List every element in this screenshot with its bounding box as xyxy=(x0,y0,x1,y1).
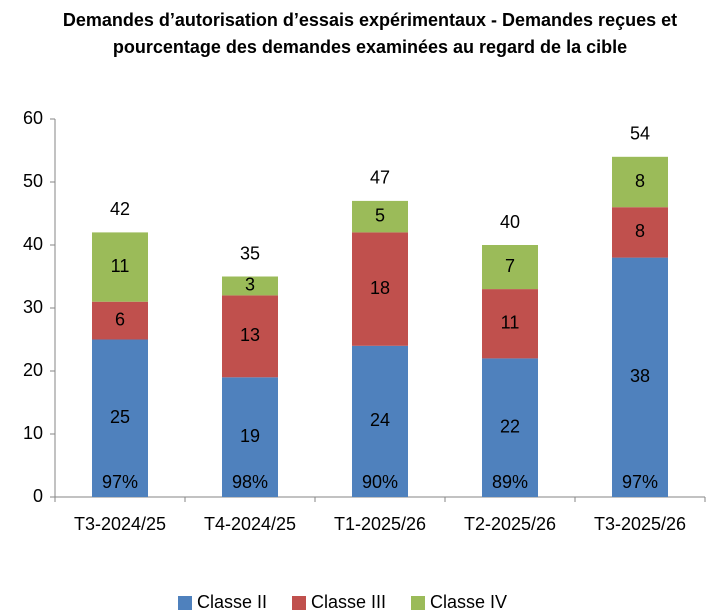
bar-segment xyxy=(92,301,148,340)
bar-segment xyxy=(482,245,538,290)
percent-label: 98% xyxy=(232,472,268,492)
legend-label: Classe III xyxy=(311,592,386,612)
data-label: 3 xyxy=(245,275,255,295)
percent-label: 97% xyxy=(102,472,138,492)
percent-label: 97% xyxy=(622,472,658,492)
bar-segment xyxy=(612,257,668,497)
data-label: 38 xyxy=(630,366,650,386)
legend-swatch xyxy=(411,596,425,610)
bar-segment xyxy=(612,156,668,208)
bar-segment xyxy=(222,276,278,296)
bar-segment xyxy=(352,232,408,346)
data-label: 8 xyxy=(635,221,645,241)
y-tick-label: 20 xyxy=(23,360,43,380)
y-tick-label: 60 xyxy=(23,108,43,128)
x-tick-label: T3-2024/25 xyxy=(74,514,166,534)
legend-label: Classe II xyxy=(197,592,267,612)
data-label: 22 xyxy=(500,416,520,436)
data-label: 7 xyxy=(505,256,515,276)
x-tick-label: T3-2025/26 xyxy=(594,514,686,534)
data-label: 8 xyxy=(635,171,645,191)
y-tick-label: 0 xyxy=(33,486,43,506)
y-tick-label: 40 xyxy=(23,234,43,254)
data-label: 24 xyxy=(370,410,390,430)
legend-swatch xyxy=(292,596,306,610)
data-label: 6 xyxy=(115,309,125,329)
chart-title: pourcentage des demandes examinées au re… xyxy=(113,37,627,57)
bar-segment xyxy=(222,295,278,378)
data-label: 25 xyxy=(110,407,130,427)
x-tick-label: T2-2025/26 xyxy=(464,514,556,534)
chart-title: Demandes d’autorisation d’essais expérim… xyxy=(63,10,677,30)
bar-segment xyxy=(92,339,148,497)
x-tick-label: T4-2024/25 xyxy=(204,514,296,534)
data-label: 18 xyxy=(370,278,390,298)
bar-segment xyxy=(612,207,668,258)
y-tick-label: 30 xyxy=(23,297,43,317)
percent-label: 89% xyxy=(492,472,528,492)
total-label: 40 xyxy=(500,212,520,232)
data-label: 11 xyxy=(501,313,520,333)
legend-swatch xyxy=(178,596,192,610)
total-label: 47 xyxy=(370,168,390,188)
data-label: 11 xyxy=(111,256,130,276)
percent-label: 90% xyxy=(362,472,398,492)
data-label: 19 xyxy=(240,426,260,446)
bar-segment xyxy=(352,345,408,497)
bar-segment xyxy=(352,200,408,233)
data-label: 13 xyxy=(240,325,260,345)
legend-label: Classe IV xyxy=(430,592,507,612)
y-tick-label: 50 xyxy=(23,171,43,191)
data-label: 5 xyxy=(375,205,385,225)
bar-segment xyxy=(92,232,148,302)
total-label: 42 xyxy=(110,199,130,219)
bar-segment xyxy=(482,289,538,359)
bar-segment xyxy=(482,358,538,497)
bar-segment xyxy=(222,377,278,497)
y-tick-label: 10 xyxy=(23,423,43,443)
total-label: 35 xyxy=(240,243,260,263)
x-tick-label: T1-2025/26 xyxy=(334,514,426,534)
total-label: 54 xyxy=(630,124,650,144)
